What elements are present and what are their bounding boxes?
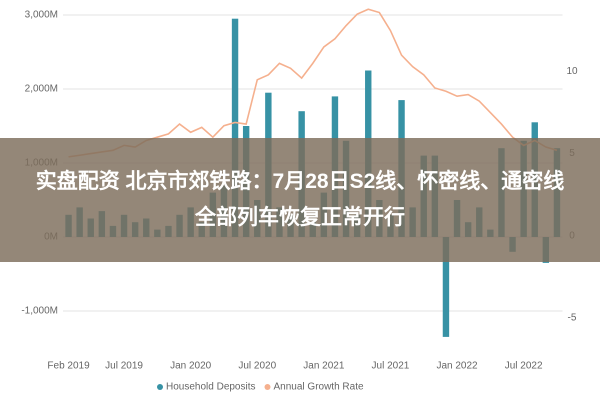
y2-tick-label: -5 — [568, 312, 577, 323]
y-tick-label: -1,000M — [21, 306, 58, 317]
banner: 实盘配资 北京市郊铁路：7月28日S2线、怀密线、通密线全部列车恢复正常开行 — [0, 138, 600, 262]
legend-label: Annual Growth Rate — [274, 382, 364, 393]
legend-label: Household Deposits — [166, 382, 256, 393]
headline: 实盘配资 北京市郊铁路：7月28日S2线、怀密线、通密线全部列车恢复正常开行 — [35, 170, 565, 229]
legend-marker — [264, 384, 271, 390]
y2-tick-label: 10 — [566, 66, 578, 77]
line — [68, 8, 558, 158]
bar — [231, 18, 239, 238]
x-tick-label: Jul 2020 — [238, 361, 276, 372]
y-tick-label: 3,000M — [25, 10, 58, 21]
x-tick-label: Jul 2021 — [372, 361, 410, 372]
x-tick-label: Jan 2022 — [436, 361, 478, 372]
x-tick-label: Jan 2020 — [170, 361, 212, 372]
x-tick-label: Feb 2019 — [47, 361, 90, 372]
legend-marker — [157, 384, 163, 390]
x-tick-label: Jan 2021 — [303, 361, 345, 372]
x-tick-label: Jul 2022 — [505, 361, 543, 372]
x-tick-label: Jul 2019 — [105, 361, 143, 372]
bar — [442, 237, 450, 337]
y-tick-label: 2,000M — [25, 84, 58, 95]
